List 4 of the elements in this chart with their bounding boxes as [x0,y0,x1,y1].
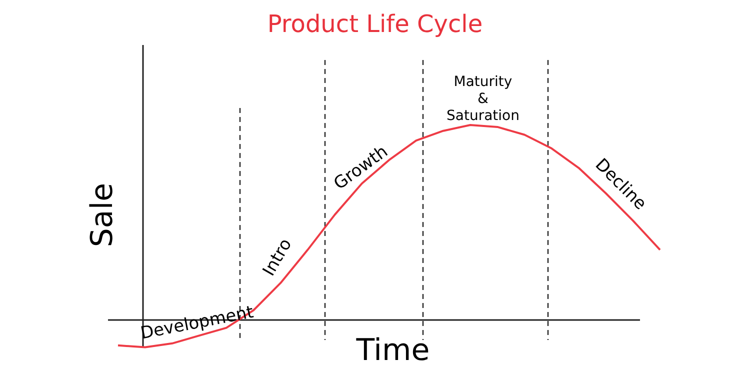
x-axis-title: Time [355,333,430,368]
text: Maturity & Saturation [446,74,520,124]
y-axis-title: Sale [85,182,120,248]
chart-title: Product Life Cycle [267,10,483,38]
